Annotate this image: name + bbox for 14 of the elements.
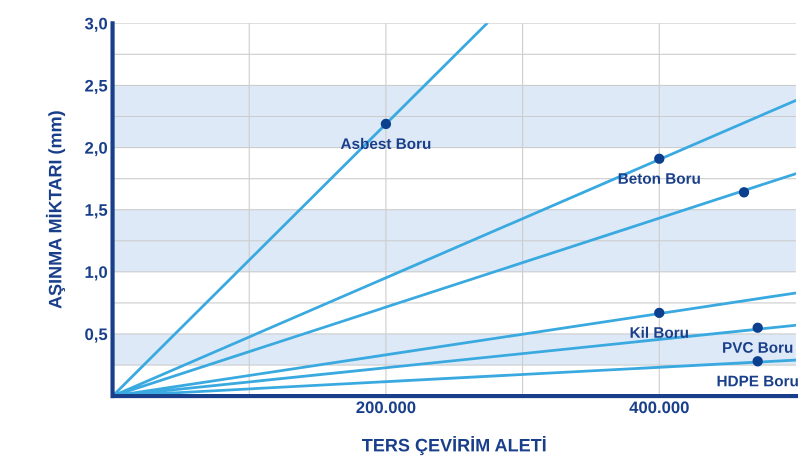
annotation: Beton Boru bbox=[618, 173, 700, 184]
annotation: Kil Boru bbox=[630, 326, 688, 338]
y-tick-label: 3,0 bbox=[84, 18, 108, 32]
y-tick-label: 2,5 bbox=[85, 80, 108, 94]
y-tick-label: 1,0 bbox=[86, 266, 108, 280]
y-tick-label: 2,0 bbox=[85, 142, 108, 156]
y-tick-label: 1,5 bbox=[86, 204, 108, 218]
x-tick-label: 400.000 bbox=[629, 401, 689, 414]
y-tick-label: 0,5 bbox=[85, 328, 108, 343]
x-tick-label: 200.000 bbox=[356, 401, 416, 414]
x-axis-title: TERS ÇEVİRİM ALETİ bbox=[362, 436, 546, 456]
y-axis-title: AŞINMA MİKTARI (mm) bbox=[46, 111, 66, 309]
annotation: HDPE Boru bbox=[718, 376, 798, 386]
annotation: PVC Boru bbox=[723, 342, 792, 353]
